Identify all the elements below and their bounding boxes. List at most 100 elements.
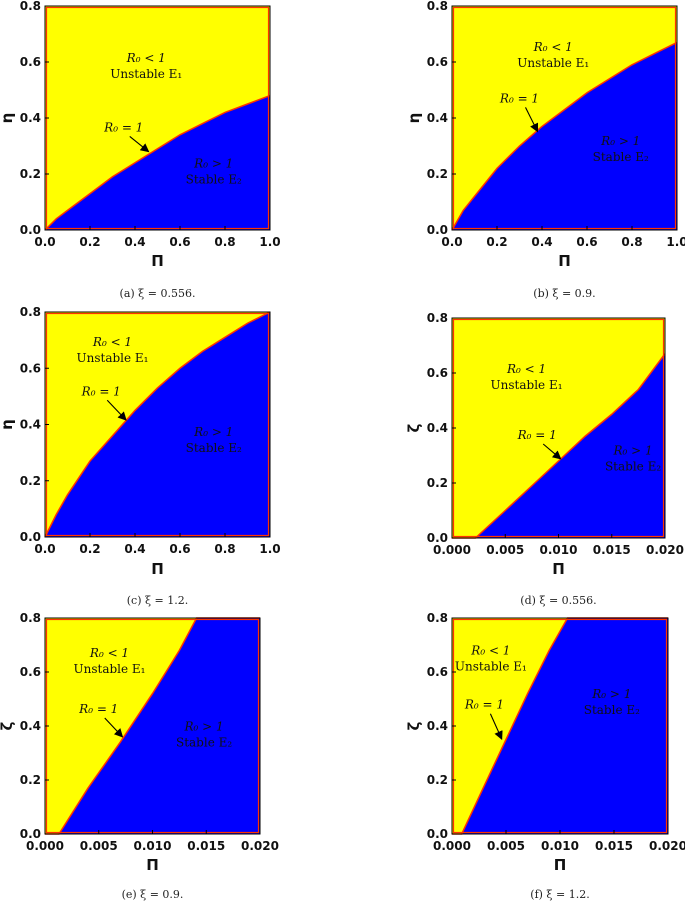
panel-caption: (b) ξ = 0.9.: [533, 287, 595, 300]
y-tick-label: 0.6: [20, 361, 41, 375]
panel-caption: (f) ξ = 1.2.: [530, 888, 589, 901]
y-tick-label: 0.2: [427, 773, 448, 787]
x-tick-label: 0.6: [169, 235, 190, 249]
x-tick-label: 0.000: [433, 839, 471, 853]
boundary-curve: [452, 353, 666, 539]
boundary-curve: [44, 94, 271, 231]
y-tick-label: 0.0: [20, 530, 41, 544]
panel-a: 0.0 0.2 0.4 0.6 0.8 1.0 0.0 0.2 0.4 0.6 0.8 Πη R₀ < …: [0, 0, 281, 300]
lower-region: [452, 42, 677, 231]
upper-region-sublabel: Unstable E₁: [74, 662, 146, 676]
x-tick-label: 0.8: [621, 235, 642, 249]
y-tick-label: 0.8: [427, 311, 448, 325]
y-tick-label: 0.6: [427, 366, 448, 380]
boundary-arrow: [542, 443, 562, 460]
lower-region-label: R₀ > 1: [600, 134, 640, 148]
boundary-arrow: [104, 717, 124, 738]
upper-region-sublabel: Unstable E₁: [110, 67, 182, 81]
boundary-arrow: [129, 136, 150, 153]
x-tick-label: 0.015: [593, 543, 631, 557]
x-tick-label: 0.000: [433, 543, 471, 557]
y-tick-label: 0.8: [20, 0, 41, 13]
lower-region-sublabel: Stable E₂: [176, 735, 232, 749]
x-tick-label: 1.0: [259, 542, 280, 556]
x-tick-label: 0.010: [134, 839, 172, 853]
lower-region: [45, 312, 270, 537]
x-tick-label: 0.2: [486, 235, 507, 249]
lower-region-sublabel: Stable E₂: [186, 441, 242, 455]
x-tick-label: 0.010: [540, 543, 578, 557]
lower-region: [45, 95, 270, 230]
y-tick-label: 0.4: [427, 111, 448, 125]
x-tick-label: 0.0: [34, 235, 55, 249]
panel-d: 0.000 0.005 0.010 0.015 0.020 0.0 0.2 0.4 0.6 0.8…: [405, 311, 684, 607]
upper-region-sublabel: Unstable E₁: [455, 660, 527, 674]
y-tick-label: 0.2: [20, 773, 41, 787]
y-tick-label: 0.6: [427, 55, 448, 69]
x-tick-label: 0.0: [441, 235, 462, 249]
x-tick-label: 0.4: [531, 235, 552, 249]
lower-region-label: R₀ > 1: [612, 443, 652, 457]
y-tick-label: 0.4: [427, 719, 448, 733]
upper-region-label: R₀ < 1: [506, 362, 546, 376]
x-axis-label: Π: [552, 560, 565, 578]
panel-caption: (d) ξ = 0.556.: [520, 594, 596, 607]
lower-region-sublabel: Stable E₂: [593, 150, 649, 164]
boundary-label: R₀ = 1: [464, 698, 504, 712]
lower-region-label: R₀ > 1: [591, 687, 631, 701]
x-tick-label: 0.020: [646, 543, 684, 557]
upper-region-sublabel: Unstable E₁: [517, 56, 589, 70]
panel-caption: (a) ξ = 0.556.: [120, 287, 196, 300]
boundary-curve: [452, 617, 668, 835]
upper-region-sublabel: Unstable E₁: [491, 378, 563, 392]
y-tick-label: 0.2: [427, 167, 448, 181]
panel-caption: (c) ξ = 1.2.: [127, 594, 189, 607]
y-tick-label: 0.8: [20, 611, 41, 625]
y-tick-label: 0.2: [20, 167, 41, 181]
upper-region-label: R₀ < 1: [533, 40, 573, 54]
y-tick-label: 0.8: [427, 0, 448, 13]
x-tick-label: 0.020: [241, 839, 279, 853]
lower-region: [452, 618, 668, 834]
x-tick-label: 0.2: [79, 235, 100, 249]
lower-region-label: R₀ > 1: [193, 156, 233, 170]
y-tick-label: 0.6: [20, 665, 41, 679]
lower-region-sublabel: Stable E₂: [605, 459, 661, 473]
boundary-curve: [451, 41, 678, 231]
y-tick-label: 0.0: [427, 827, 448, 841]
x-tick-label: 1.0: [666, 235, 685, 249]
boundary-label: R₀ = 1: [499, 91, 539, 105]
upper-region-sublabel: Unstable E₁: [77, 351, 149, 365]
x-axis-label: Π: [558, 252, 571, 270]
panel-f: 0.000 0.005 0.010 0.015 0.020 0.0 0.2 0.4 0.6 0.8…: [405, 611, 685, 901]
panel-c: 0.0 0.2 0.4 0.6 0.8 1.0 0.0 0.2 0.4 0.6 0.8 Πη R₀ < …: [0, 305, 281, 607]
y-tick-label: 0.4: [20, 719, 41, 733]
boundary-curve: [44, 311, 271, 538]
upper-region-label: R₀ < 1: [470, 644, 510, 658]
boundary-arrow: [489, 713, 503, 740]
y-tick-label: 0.4: [427, 421, 448, 435]
lower-region-label: R₀ > 1: [193, 425, 233, 439]
upper-region-label: R₀ < 1: [92, 335, 132, 349]
y-tick-label: 0.2: [427, 476, 448, 490]
boundary-label: R₀ = 1: [103, 120, 143, 134]
y-axis-label: ζ: [405, 721, 423, 730]
x-tick-label: 0.2: [79, 542, 100, 556]
lower-region-sublabel: Stable E₂: [584, 703, 640, 717]
x-tick-label: 0.4: [124, 235, 145, 249]
x-tick-label: 0.020: [649, 839, 685, 853]
panel-caption: (e) ξ = 0.9.: [122, 888, 184, 901]
x-tick-label: 0.010: [541, 839, 579, 853]
x-tick-label: 0.6: [576, 235, 597, 249]
y-tick-label: 0.4: [20, 418, 41, 432]
x-tick-label: 0.8: [214, 542, 235, 556]
lower-region-sublabel: Stable E₂: [186, 172, 242, 186]
x-axis-label: Π: [151, 252, 164, 270]
x-axis-label: Π: [146, 856, 159, 874]
x-tick-label: 0.000: [26, 839, 64, 853]
x-axis-label: Π: [554, 856, 567, 874]
boundary-arrow: [106, 399, 127, 421]
boundary-label: R₀ = 1: [81, 384, 121, 398]
x-tick-label: 1.0: [259, 235, 280, 249]
x-axis-label: Π: [151, 560, 164, 578]
